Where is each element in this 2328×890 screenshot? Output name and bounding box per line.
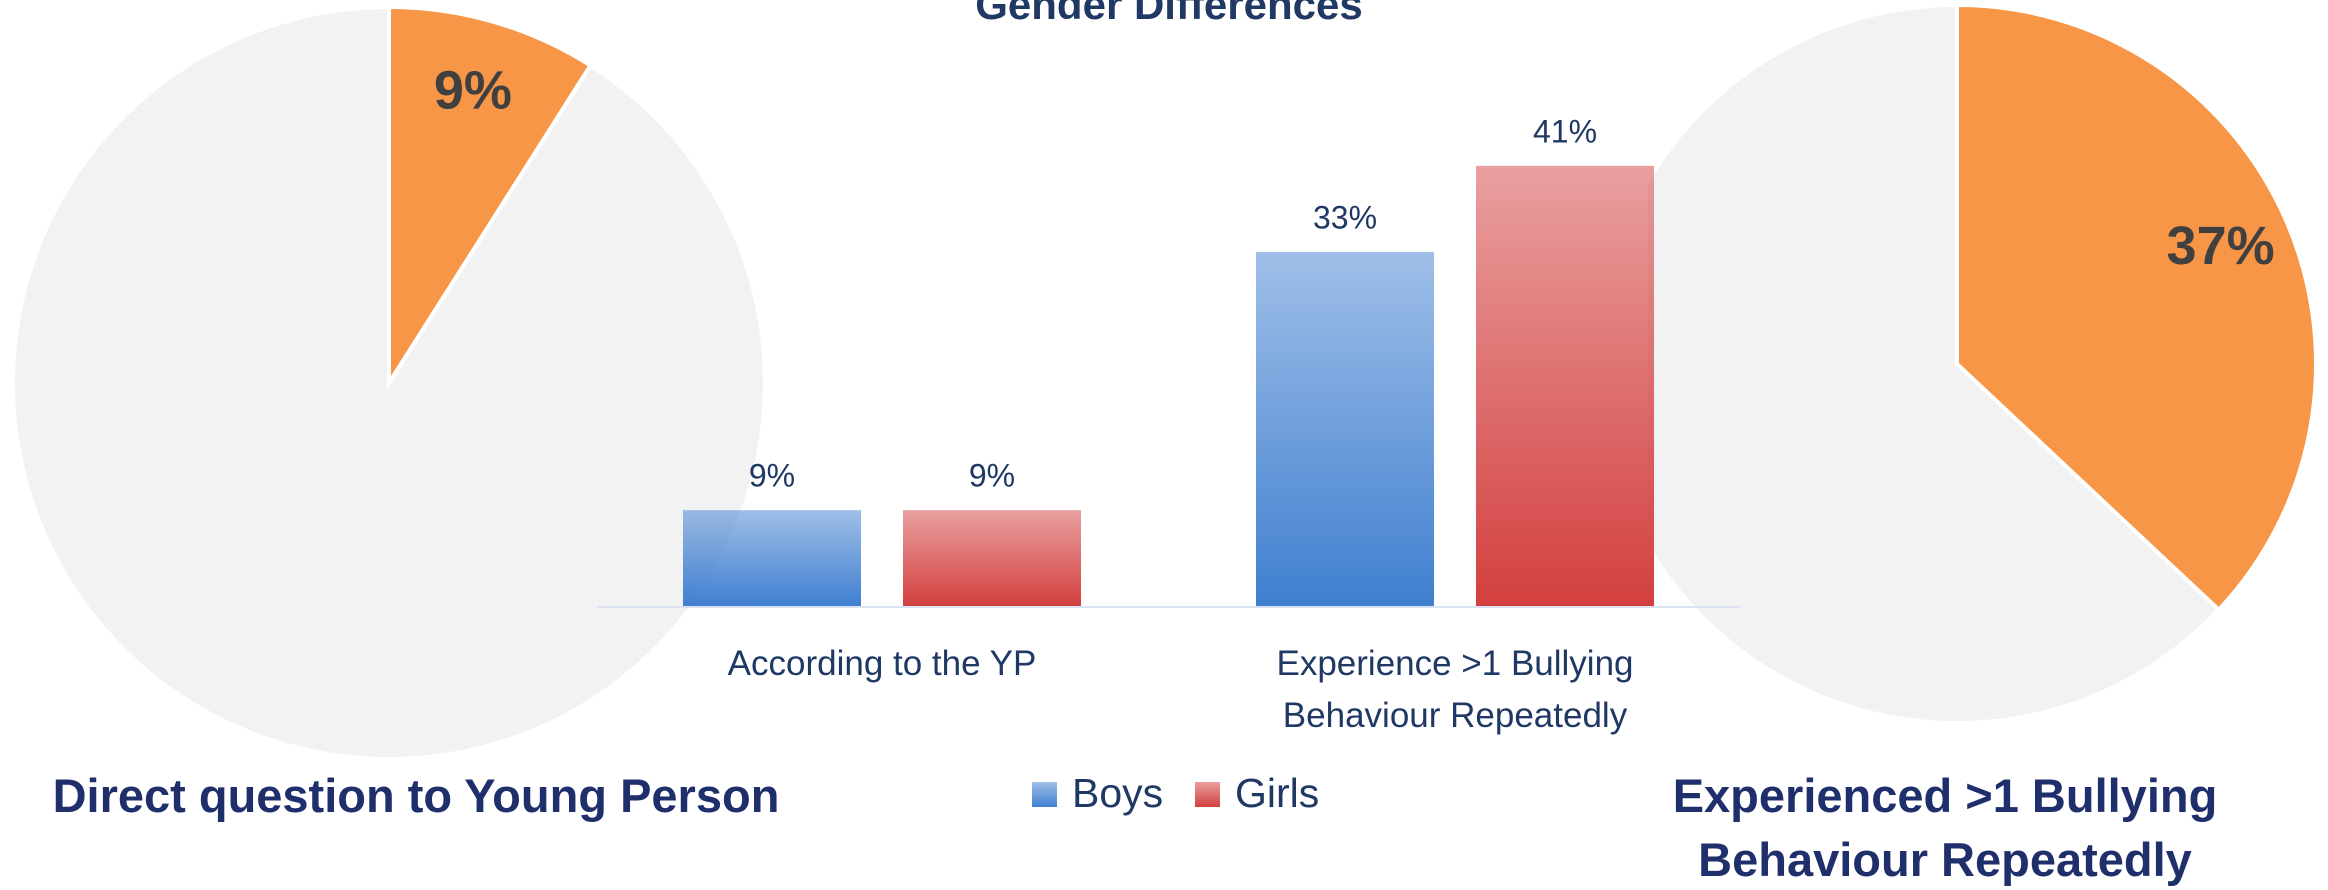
pie-slice bbox=[11, 4, 767, 761]
pie-label: 9% bbox=[434, 60, 512, 120]
legend-label: Boys bbox=[1072, 770, 1163, 816]
bar-layer: Gender Differences 9% 33% Boys 9% 41% Girls bbox=[597, 0, 1740, 816]
bar-value-label: 9% bbox=[749, 458, 795, 494]
x-category-label: Experience >1 Bullying Behaviour Repeate… bbox=[1276, 644, 1634, 735]
bar bbox=[1476, 165, 1654, 607]
chart-title: Gender Differences bbox=[975, 0, 1362, 28]
x-category-label: According to the YP bbox=[727, 644, 1037, 683]
bar bbox=[903, 510, 1081, 607]
legend-swatch bbox=[1032, 782, 1057, 807]
bar-value-label: 9% bbox=[969, 458, 1015, 494]
pie-label: 37% bbox=[2167, 216, 2275, 276]
pie-layer: 9% 37% bbox=[11, 2, 2318, 761]
pie-slice bbox=[1955, 2, 2318, 613]
legend-swatch bbox=[1195, 782, 1220, 807]
bar-value-label: 33% bbox=[1313, 199, 1377, 235]
bar bbox=[683, 510, 861, 607]
pie-caption: Experienced >1 Bullying Behaviour Repeat… bbox=[1672, 769, 2218, 886]
bar-value-label: 41% bbox=[1533, 113, 1597, 149]
pie-caption: Direct question to Young Person bbox=[52, 769, 780, 822]
legend-label: Girls bbox=[1235, 770, 1319, 816]
pie-slice bbox=[387, 4, 594, 390]
bar bbox=[1256, 251, 1434, 608]
